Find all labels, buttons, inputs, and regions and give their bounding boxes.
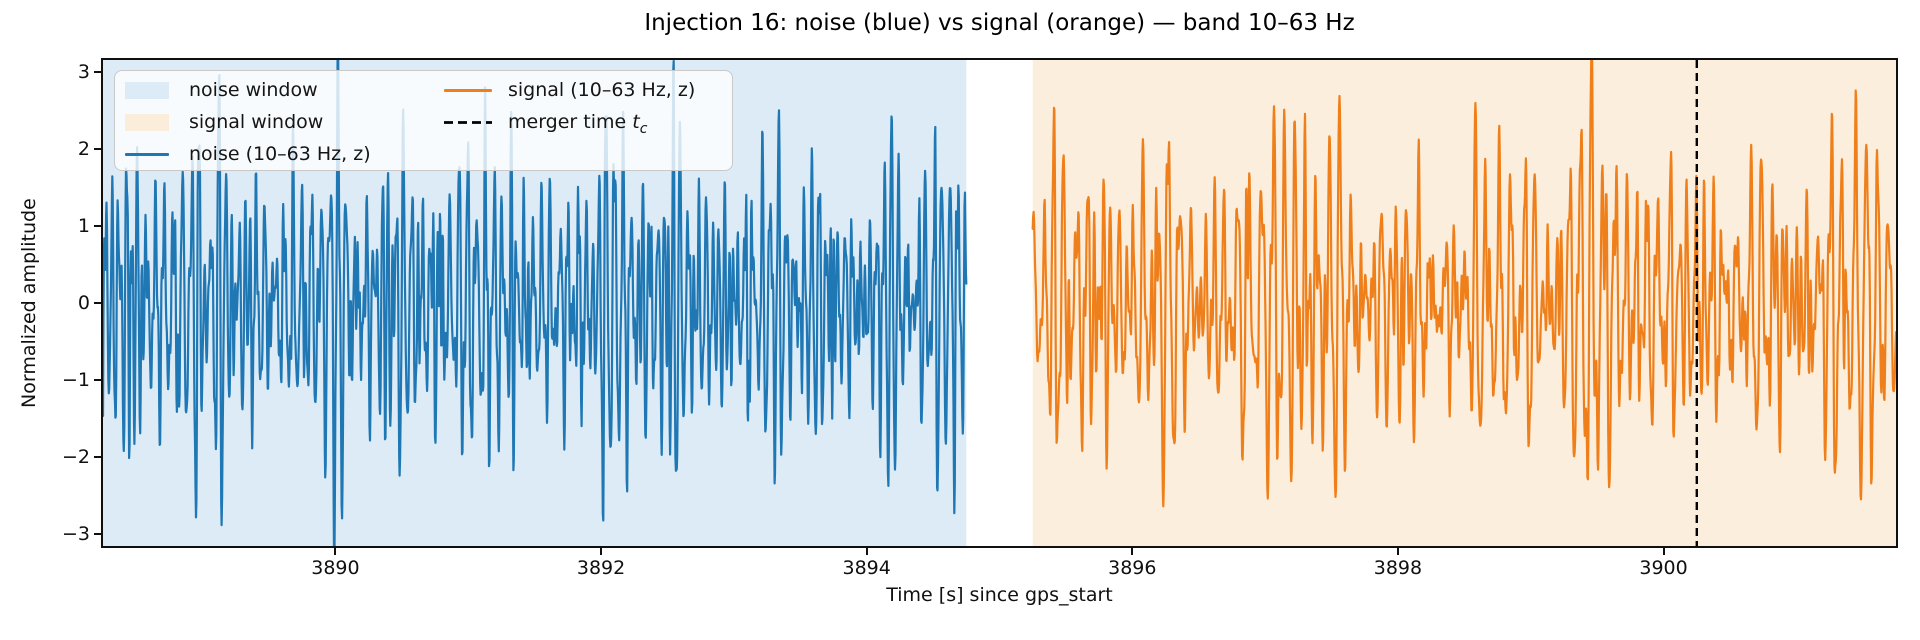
- y-tick-mark: [94, 533, 101, 536]
- x-tick-mark: [1662, 548, 1665, 555]
- x-tick-label: 3900: [1639, 557, 1688, 579]
- x-tick-mark: [1131, 548, 1134, 555]
- signal-line-sample: [444, 88, 492, 92]
- x-tick-mark: [334, 548, 337, 555]
- legend-item-noise-line: noise (10–63 Hz, z): [125, 138, 371, 170]
- y-tick-mark: [94, 379, 101, 382]
- signal-window-swatch: [125, 113, 169, 131]
- x-tick-mark: [865, 548, 868, 555]
- legend-label-noise-window: noise window: [189, 79, 318, 101]
- plot-area: noise window signal window noise (10–63 …: [101, 58, 1898, 548]
- y-tick-mark: [94, 302, 101, 304]
- x-tick-label: 3892: [576, 557, 626, 579]
- legend: noise window signal window noise (10–63 …: [114, 70, 733, 171]
- noise-line-sample: [125, 152, 169, 156]
- legend-label-noise-line: noise (10–63 Hz, z): [189, 143, 371, 165]
- x-tick-mark: [600, 548, 603, 555]
- x-tick-mark: [1396, 548, 1399, 555]
- noise-waveform: [103, 60, 968, 546]
- signal-waveform: [1031, 60, 1896, 508]
- merger-dash-sample: [444, 120, 492, 124]
- legend-label-signal-line: signal (10–63 Hz, z): [508, 79, 696, 101]
- y-tick-label: 0: [77, 292, 90, 314]
- y-tick-label: 1: [77, 214, 90, 237]
- noise-window-swatch: [125, 81, 169, 99]
- x-tick-label: 3898: [1373, 557, 1423, 579]
- chart-title: Injection 16: noise (blue) vs signal (or…: [644, 10, 1355, 36]
- y-tick-mark: [94, 70, 101, 73]
- legend-item-signal-line: signal (10–63 Hz, z): [444, 74, 695, 106]
- legend-item-merger-time: merger time tc: [444, 106, 647, 138]
- x-tick-label: 3890: [311, 557, 360, 579]
- x-tick-label: 3894: [842, 557, 891, 579]
- y-tick-label: 2: [77, 137, 90, 160]
- y-tick-label: −3: [61, 523, 90, 546]
- y-tick-label: 3: [77, 60, 90, 83]
- x-axis-label: Time [s] since gps_start: [886, 584, 1113, 606]
- legend-label-signal-window: signal window: [189, 111, 324, 133]
- legend-label-merger-time: merger time tc: [508, 111, 648, 137]
- y-tick-label: −1: [61, 369, 90, 392]
- y-tick-mark: [94, 147, 101, 150]
- x-tick-label: 3896: [1108, 557, 1157, 579]
- y-tick-mark: [94, 224, 101, 227]
- legend-item-signal-window: signal window: [125, 106, 323, 138]
- y-tick-label: −2: [61, 446, 90, 469]
- y-tick-mark: [94, 456, 101, 459]
- legend-item-noise-window: noise window: [125, 74, 318, 106]
